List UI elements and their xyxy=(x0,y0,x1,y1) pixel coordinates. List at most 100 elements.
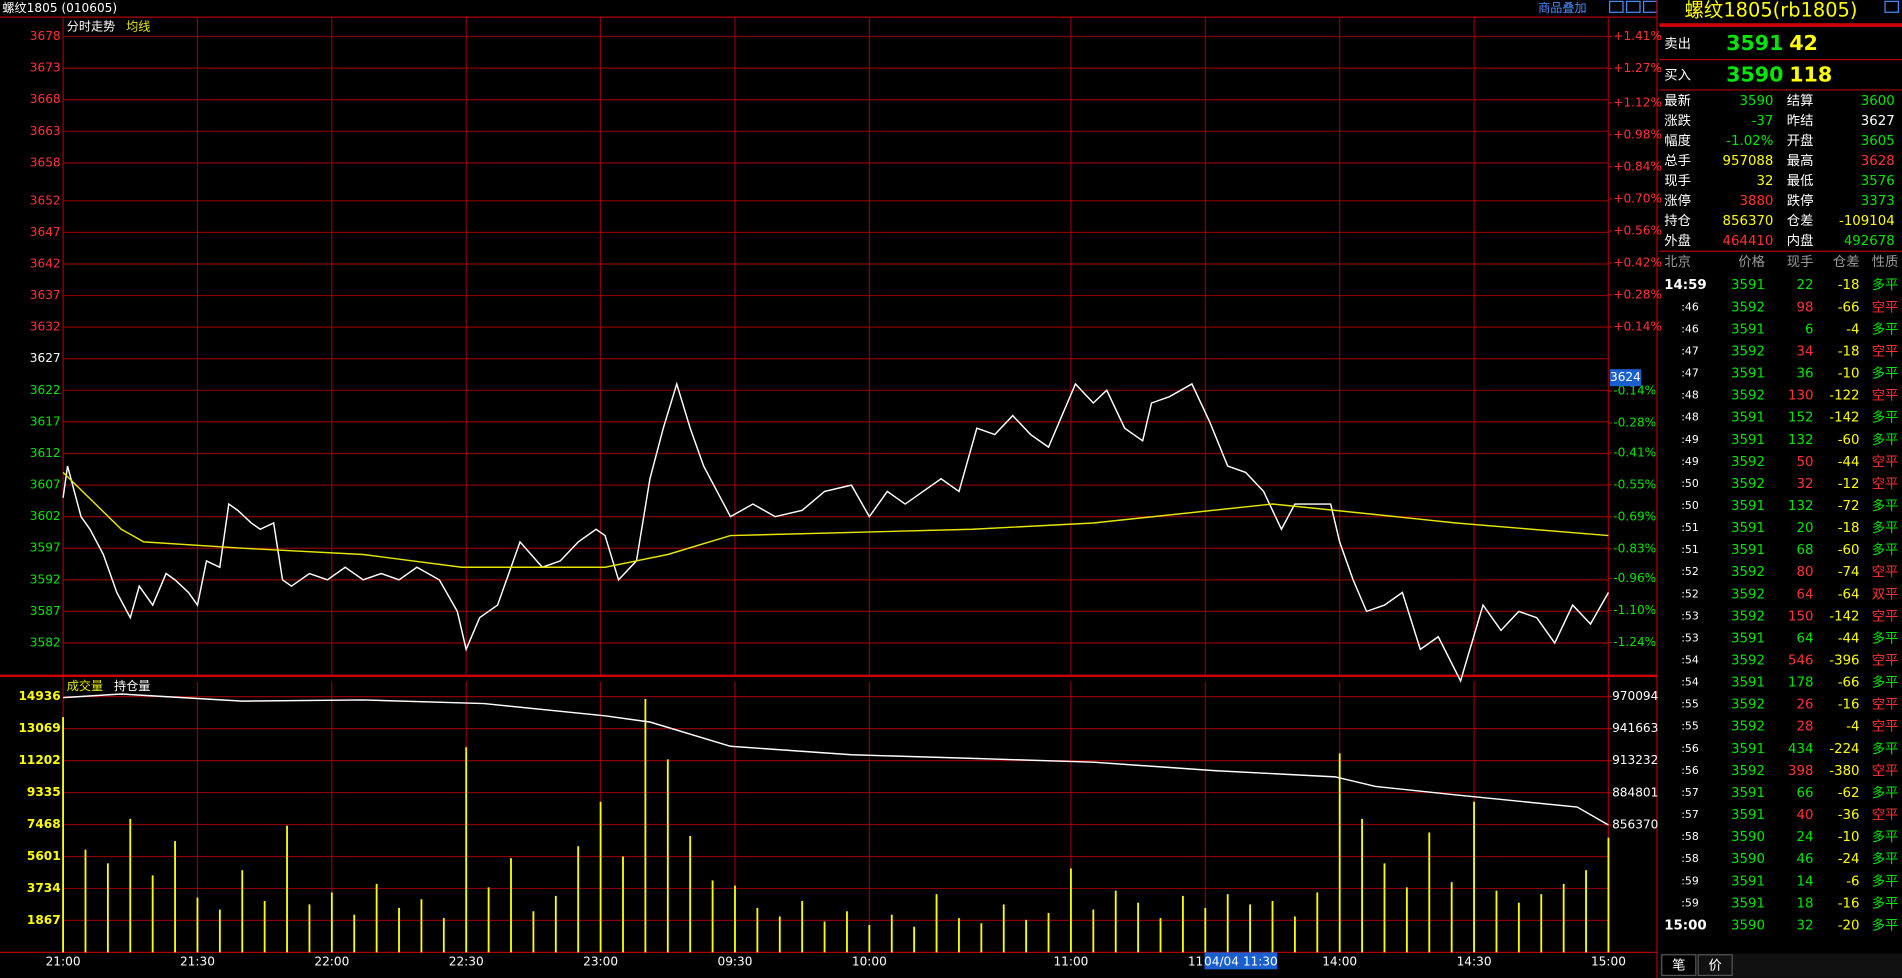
trade-price: 3591 xyxy=(1731,521,1765,536)
trade-time: :59 xyxy=(1681,874,1699,887)
y-tick-label: 3592 xyxy=(30,572,61,586)
stat-value: 856370 xyxy=(1723,214,1774,229)
stat-label: 最低 xyxy=(1787,173,1814,189)
trade-volume: 46 xyxy=(1796,852,1813,867)
y-tick-label: 3673 xyxy=(30,61,61,75)
stat-value: 32 xyxy=(1756,174,1773,189)
y-tick-label: 3582 xyxy=(30,636,61,650)
trade-nature: 空平 xyxy=(1872,343,1899,359)
trade-nature: 多平 xyxy=(1872,409,1899,426)
trade-volume: 32 xyxy=(1796,477,1813,492)
trade-volume: 68 xyxy=(1796,543,1813,558)
stat-label: 仓差 xyxy=(1787,213,1814,229)
trade-time: 15:00 xyxy=(1664,918,1706,933)
window-title: 螺纹1805 (010605) xyxy=(2,1,117,15)
trade-price: 3591 xyxy=(1731,433,1765,448)
y-tick-label: 3617 xyxy=(30,414,61,428)
quote-title: 螺纹1805(rb1805) xyxy=(1685,0,1858,22)
legend-average: 均线 xyxy=(126,19,150,33)
tab-label[interactable]: 笔 xyxy=(1672,958,1685,974)
y2-tick-label: -0.96% xyxy=(1613,571,1656,585)
x-tick-label: 22:00 xyxy=(314,955,349,969)
trade-nature: 多平 xyxy=(1872,320,1899,337)
trade-price: 3591 xyxy=(1731,411,1765,426)
y2-tick-label: +0.56% xyxy=(1613,223,1662,237)
trade-price: 3592 xyxy=(1731,477,1765,492)
trade-oi-change: -20 xyxy=(1838,918,1860,933)
stat-label: 持仓 xyxy=(1664,213,1691,229)
y2-tick-label: +0.14% xyxy=(1613,319,1662,333)
y2-tick-label: -1.10% xyxy=(1613,603,1656,617)
trade-time: :50 xyxy=(1681,499,1699,512)
trade-oi-change: -12 xyxy=(1838,477,1860,492)
stat-label: 内盘 xyxy=(1787,232,1814,249)
stat-value: 3605 xyxy=(1861,134,1895,149)
stat-value: 3590 xyxy=(1739,94,1773,109)
trade-price: 3590 xyxy=(1731,918,1765,933)
trade-oi-change: -62 xyxy=(1838,786,1860,801)
trade-time: :48 xyxy=(1681,411,1699,424)
y-tick-label: 7468 xyxy=(27,817,61,831)
stat-label: 涨停 xyxy=(1664,192,1691,209)
trade-volume: 398 xyxy=(1788,764,1813,779)
y2-tick-label: -0.55% xyxy=(1613,477,1656,491)
trade-oi-change: -10 xyxy=(1838,830,1860,845)
stat-value: 3628 xyxy=(1861,154,1895,169)
stat-label: 总手 xyxy=(1664,153,1691,169)
overlay-button[interactable]: 商品叠加 xyxy=(1538,0,1587,15)
trade-time: :55 xyxy=(1681,720,1699,733)
trade-time: :55 xyxy=(1681,698,1699,711)
tab-label[interactable]: 价 xyxy=(1709,959,1722,974)
trade-time: :52 xyxy=(1681,565,1699,578)
trade-price: 3592 xyxy=(1731,389,1765,404)
stat-value: -37 xyxy=(1752,114,1774,129)
series-line xyxy=(62,471,1609,568)
y-tick-label: 5601 xyxy=(27,849,61,863)
trade-oi-change: -4 xyxy=(1846,720,1859,735)
y-tick-label: 3602 xyxy=(30,509,61,523)
tab[interactable] xyxy=(1661,954,1697,977)
stat-label: 开盘 xyxy=(1787,132,1814,149)
trades-header: 性质 xyxy=(1872,254,1899,270)
trade-nature: 多平 xyxy=(1872,894,1899,911)
trade-volume: 24 xyxy=(1796,830,1813,845)
trades-header: 仓差 xyxy=(1833,254,1860,270)
trade-nature: 空平 xyxy=(1872,763,1899,779)
trade-price: 3592 xyxy=(1731,609,1765,624)
trade-volume: 50 xyxy=(1796,455,1813,470)
y2-tick-label: +0.98% xyxy=(1613,127,1662,141)
trade-nature: 多平 xyxy=(1872,916,1899,933)
window-icon[interactable] xyxy=(1884,0,1899,13)
stat-label: 幅度 xyxy=(1664,133,1691,149)
trade-volume: 26 xyxy=(1796,698,1813,713)
trade-oi-change: -72 xyxy=(1838,499,1860,514)
y-tick-label: 14936 xyxy=(18,689,60,703)
trade-time: :54 xyxy=(1681,654,1699,667)
y2-tick-label: -0.69% xyxy=(1613,509,1656,523)
trade-oi-change: -122 xyxy=(1829,389,1859,404)
title-band xyxy=(1659,23,1902,27)
x-tick-label: 23:00 xyxy=(583,955,618,969)
window-icon[interactable] xyxy=(1626,0,1641,13)
y2-tick-label: +0.70% xyxy=(1613,191,1662,205)
legend-open-interest: 持仓量 xyxy=(114,678,150,693)
trade-time: :58 xyxy=(1681,830,1699,843)
legend-volume: 成交量 xyxy=(67,678,103,693)
trade-volume: 178 xyxy=(1788,676,1813,691)
tab[interactable] xyxy=(1697,954,1733,977)
trade-nature: 多平 xyxy=(1872,740,1899,757)
trade-time: :49 xyxy=(1681,433,1699,446)
y-tick-label: 3652 xyxy=(30,193,61,207)
trade-price: 3591 xyxy=(1731,631,1765,646)
trade-price: 3592 xyxy=(1731,300,1765,315)
trade-nature: 多平 xyxy=(1872,541,1899,558)
stat-value: 3373 xyxy=(1861,194,1895,209)
trade-nature: 空平 xyxy=(1872,719,1899,735)
trade-volume: 18 xyxy=(1796,896,1813,911)
trade-price: 3591 xyxy=(1731,367,1765,382)
y2-tick-label: -0.83% xyxy=(1613,541,1656,555)
bid-price: 3590 xyxy=(1726,62,1783,86)
y-tick-label: 3632 xyxy=(30,320,61,334)
y2-tick-label: -0.41% xyxy=(1613,445,1656,459)
window-icon[interactable] xyxy=(1609,0,1624,13)
